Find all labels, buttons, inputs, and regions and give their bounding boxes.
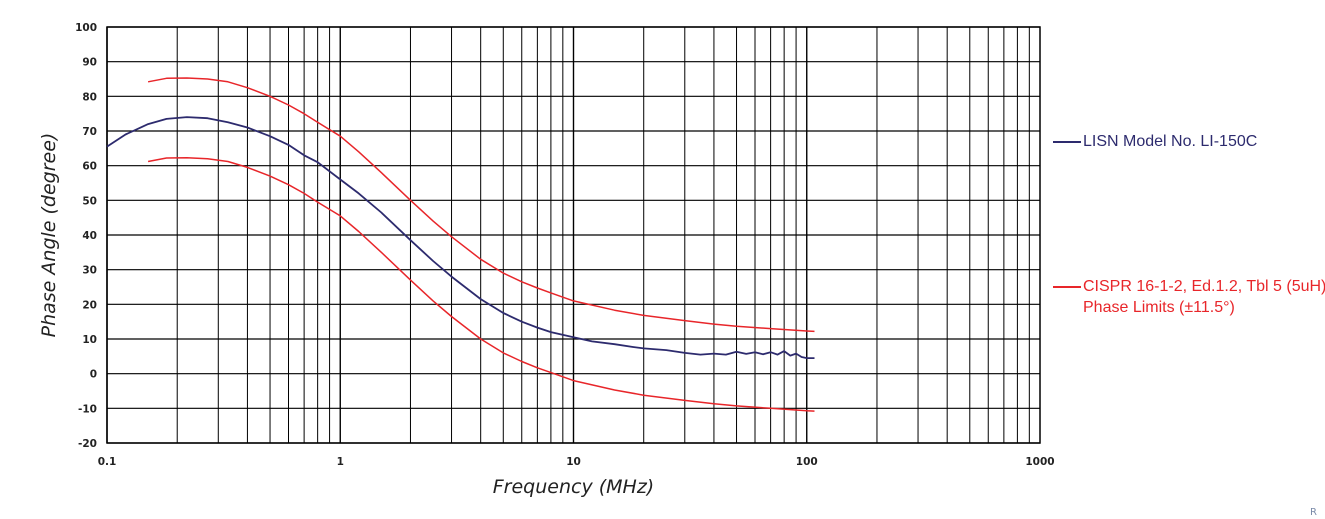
y-tick-label: -10 — [78, 403, 97, 415]
y-tick-label: 30 — [82, 265, 97, 277]
series-line-cispr-upper-limit — [147, 77, 815, 333]
series-line-cispr-lower-limit — [147, 156, 815, 412]
series-layer — [106, 77, 815, 412]
y-tick-label: 40 — [82, 230, 97, 242]
x-tick-label: 10 — [566, 456, 581, 468]
legend-label-lisn: LISN Model No. LI-150C — [1083, 133, 1258, 150]
x-tick-label: 0.1 — [98, 456, 117, 468]
x-axis-title: Frequency (MHz) — [493, 476, 654, 498]
x-tick-labels: 0.1 1 10 100 1000 — [98, 456, 1055, 468]
corner-text: R — [1310, 507, 1317, 518]
x-tick-label: 100 — [796, 456, 818, 468]
y-tick-label: 20 — [82, 299, 97, 311]
y-tick-label: 70 — [82, 126, 97, 138]
y-tick-label: 50 — [82, 195, 97, 207]
x-tick-label: 1000 — [1025, 456, 1054, 468]
plot-frame — [106, 26, 1041, 444]
y-tick-label: -20 — [78, 438, 97, 450]
series-line-lisn — [106, 116, 815, 359]
y-tick-labels: -20 -10 0 10 20 30 40 50 60 70 80 90 100 — [75, 22, 97, 450]
y-axis-title: Phase Angle (degree) — [38, 133, 60, 338]
y-tick-label: 10 — [82, 334, 97, 346]
legend-swatch-lisn — [1053, 141, 1081, 143]
legend-swatch-cispr-limits — [1053, 286, 1081, 288]
x-tick-label: 1 — [337, 456, 344, 468]
y-tick-label: 80 — [82, 91, 97, 103]
y-tick-label: 90 — [82, 57, 97, 69]
legend-label-cispr-limits: CISPR 16-1-2, Ed.1.2, Tbl 5 (5uH) Phase … — [1083, 278, 1325, 316]
y-tick-label: 0 — [90, 369, 97, 381]
y-tick-label: 100 — [75, 22, 97, 34]
y-tick-label: 60 — [82, 161, 97, 173]
